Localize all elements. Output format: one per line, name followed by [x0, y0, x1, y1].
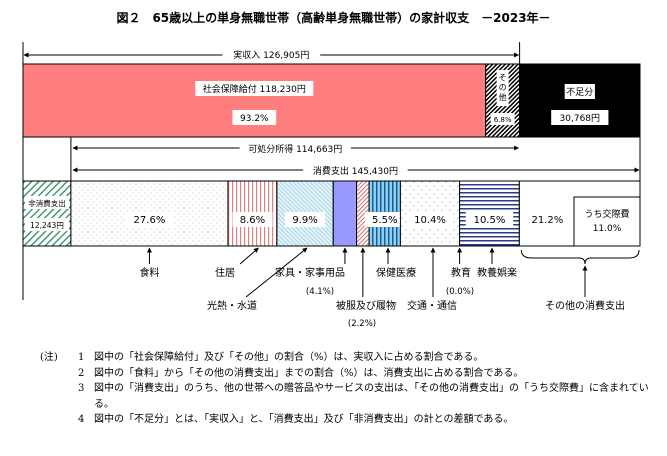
- category-pct-label: (4.1%): [306, 287, 334, 297]
- category-pct-label: (0.0%): [446, 287, 474, 297]
- note-1: (注) 1 図中の「社会保障給付」及び「その他」の割合（%）は、実収入に占める割…: [40, 350, 654, 366]
- note-number: 4: [78, 414, 85, 425]
- note-number: 2: [78, 367, 85, 379]
- segment-pct-label-box: [285, 212, 326, 227]
- note-4: 4 図中の「不足分」とは、「実収入」と、「消費支出」及び「非消費支出」の計との差…: [40, 412, 654, 428]
- entertainment-expense-box: [573, 196, 641, 247]
- other-income-label: の: [499, 83, 507, 92]
- segment-pct-label: 21.2%: [531, 215, 563, 226]
- social-security-label: 社会保障給付 118,230円: [203, 83, 306, 95]
- entertainment-expense-label: うち交際費: [584, 208, 629, 220]
- category-arrow: [239, 247, 259, 265]
- note-number: 3: [78, 383, 85, 394]
- actual-income-label-box: [222, 47, 321, 62]
- note-3: 3 図中の「消費支出」のうち、他の世帯への贈答品やサービスの支出は、「その他の消…: [40, 381, 654, 412]
- segment-pct-label: 8.6%: [240, 215, 265, 226]
- notes-head: (注): [40, 352, 58, 363]
- category-label: 教養娯楽: [477, 266, 517, 279]
- deficit-amount: 30,768円: [560, 113, 601, 124]
- actual-income-label: 実収入 126,905円: [233, 49, 309, 61]
- segment-pct-label-box: [364, 212, 405, 227]
- other-income-label: 他: [499, 92, 507, 102]
- category-pct-label: (2.2%): [348, 319, 376, 329]
- consumption-label-box: [303, 163, 408, 178]
- segment-pct-label: 10.4%: [414, 215, 446, 226]
- social-security-label-box: [195, 81, 314, 96]
- segment-pct-label-box: [465, 212, 514, 227]
- non-consumption-label-box: [25, 196, 69, 209]
- chart-title: 図２ 65歳以上の単身無職世帯（高齢単身無職世帯）の家計収支 －2023年－: [116, 11, 551, 25]
- segment-pct-label-box: [125, 212, 174, 227]
- category-label: 交通・通信: [407, 299, 457, 312]
- consumption-label: 消費支出 145,430円: [313, 165, 398, 177]
- entertainment-expense-pct: 11.0%: [593, 224, 622, 234]
- category-label: 光熱・水道: [207, 299, 257, 312]
- segment-pct-label-box: [406, 212, 454, 227]
- non-consumption-value-box: [25, 218, 69, 231]
- deficit-label-box: [564, 84, 595, 99]
- disposable-income-label-box: [239, 141, 351, 156]
- category-label: 被服及び履物: [336, 299, 396, 312]
- top-bar-segment: [22, 63, 487, 138]
- category-label: その他の消費支出: [545, 299, 625, 312]
- other-label-box: [496, 70, 509, 106]
- category-label: 食料: [139, 266, 159, 279]
- social-security-pct: 93.2%: [240, 114, 269, 124]
- note-2: 2 図中の「食料」から「その他の消費支出」までの割合（%）は、消費支出に占める割…: [40, 366, 654, 382]
- disposable-income-label: 可処分所得 114,663円: [248, 143, 342, 155]
- category-label: 教育: [451, 266, 471, 279]
- deficit-amount-box: [551, 110, 609, 125]
- note-text: 図中の「食料」から「その他の消費支出」までの割合（%）は、消費支出に占める割合で…: [94, 367, 524, 379]
- segment-pct-label-box: [232, 212, 273, 227]
- segment-pct-label: 5.5%: [372, 215, 397, 226]
- other-income-pct: 6.8%: [494, 116, 512, 124]
- note-text: 図中の「消費支出」のうち、他の世帯への贈答品やサービスの支出は、「その他の消費支…: [94, 383, 649, 410]
- brace: [520, 249, 640, 265]
- note-text: 図中の「不足分」とは、「実収入」と、「消費支出」及び「非消費支出」の計との差額で…: [94, 414, 514, 425]
- segment-pct-label: 27.6%: [134, 215, 166, 226]
- non-consumption-value: 12,243円: [30, 221, 64, 230]
- bar-segment: [332, 180, 358, 247]
- non-consumption-segment: [22, 180, 72, 247]
- deficit-label: 不足分: [566, 87, 593, 98]
- non-consumption-label: 非消費支出: [28, 198, 66, 208]
- note-text: 図中の「社会保障給付」及び「その他」の割合（%）は、実収入に占める割合である。: [94, 352, 484, 363]
- category-label: 保健医療: [376, 266, 416, 279]
- social-security-pct-box: [232, 110, 277, 125]
- category-label: 家具・家事用品: [275, 266, 345, 279]
- segment-pct-label: 9.9%: [292, 215, 317, 226]
- category-arrow: [245, 247, 308, 298]
- segment-pct-label: 10.5%: [474, 215, 506, 226]
- notes: (注) 1 図中の「社会保障給付」及び「その他」の割合（%）は、実収入に占める割…: [40, 350, 654, 428]
- other-income-label: そ: [499, 73, 507, 82]
- note-number: 1: [78, 352, 85, 363]
- other-pct-box: [490, 113, 515, 125]
- category-label: 住居: [215, 266, 235, 279]
- top-bar-segment: [519, 63, 641, 138]
